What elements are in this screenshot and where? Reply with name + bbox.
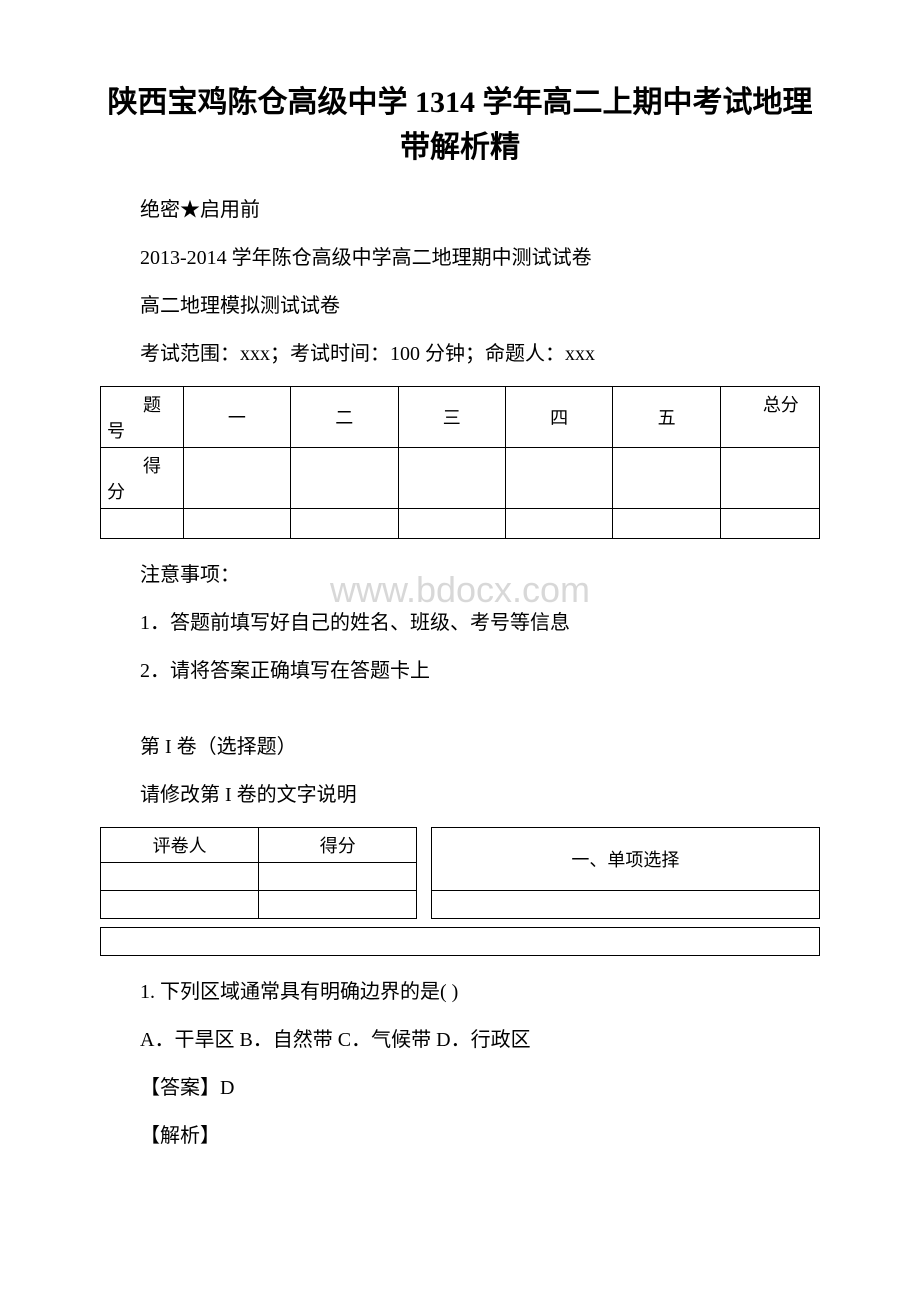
empty-cell xyxy=(101,509,184,539)
empty-cell xyxy=(101,928,820,956)
subtitle-2: 高二地理模拟测试试卷 xyxy=(100,290,820,322)
table-row: 题号 一 二 三 四 五 总分 xyxy=(101,387,820,448)
question-1-analysis: 【解析】 xyxy=(100,1120,820,1152)
document-title: 陕西宝鸡陈仓高级中学 1314 学年高二上期中考试地理带解析精 xyxy=(100,80,820,170)
confidential-line: 绝密★启用前 xyxy=(100,194,820,226)
empty-cell xyxy=(101,863,259,891)
question-1-options: A．干旱区 B．自然带 C．气候带 D．行政区 xyxy=(100,1024,820,1056)
question-1-answer: 【答案】D xyxy=(100,1072,820,1104)
section-type: 一、单项选择 xyxy=(431,828,819,891)
score-cell xyxy=(291,448,398,509)
notice-2: 2．请将答案正确填写在答题卡上 xyxy=(100,655,820,687)
score-label: 得分 xyxy=(259,828,417,863)
grader-label: 评卷人 xyxy=(101,828,259,863)
empty-cell xyxy=(720,509,819,539)
col-header: 五 xyxy=(613,387,720,448)
notice-1: 1．答题前填写好自己的姓名、班级、考号等信息 xyxy=(100,607,820,639)
grader-table: 评卷人 得分 一、单项选择 xyxy=(100,827,820,919)
col-header: 四 xyxy=(505,387,612,448)
empty-cell xyxy=(505,509,612,539)
row-label: 得分 xyxy=(101,448,184,509)
score-cell xyxy=(613,448,720,509)
exam-info: 考试范围：xxx；考试时间：100 分钟；命题人：xxx xyxy=(100,338,820,370)
empty-cell xyxy=(398,509,505,539)
table-row: 得分 xyxy=(101,448,820,509)
question-1-text: 1. 下列区域通常具有明确边界的是( ) xyxy=(100,976,820,1008)
empty-cell xyxy=(183,509,290,539)
score-cell xyxy=(720,448,819,509)
row-label: 题号 xyxy=(101,387,184,448)
score-table: 题号 一 二 三 四 五 总分 得分 xyxy=(100,386,820,539)
notice-header: 注意事项： xyxy=(100,559,820,591)
col-header: 三 xyxy=(398,387,505,448)
table-row: 评卷人 得分 一、单项选择 xyxy=(101,828,820,863)
full-row-table xyxy=(100,927,820,956)
table-row xyxy=(101,509,820,539)
section-1-sub: 请修改第 I 卷的文字说明 xyxy=(100,779,820,811)
sep-cell xyxy=(417,828,431,919)
empty-cell xyxy=(291,509,398,539)
col-header: 二 xyxy=(291,387,398,448)
empty-cell xyxy=(613,509,720,539)
total-label: 总分 xyxy=(720,387,819,448)
empty-cell xyxy=(259,863,417,891)
score-cell xyxy=(183,448,290,509)
table-row xyxy=(101,928,820,956)
subtitle-1: 2013-2014 学年陈仓高级中学高二地理期中测试试卷 xyxy=(100,242,820,274)
table-row xyxy=(101,891,820,919)
empty-cell xyxy=(101,891,259,919)
section-1-title: 第 I 卷（选择题） xyxy=(100,731,820,763)
empty-cell xyxy=(259,891,417,919)
empty-cell xyxy=(431,891,819,919)
score-cell xyxy=(398,448,505,509)
score-cell xyxy=(505,448,612,509)
col-header: 一 xyxy=(183,387,290,448)
